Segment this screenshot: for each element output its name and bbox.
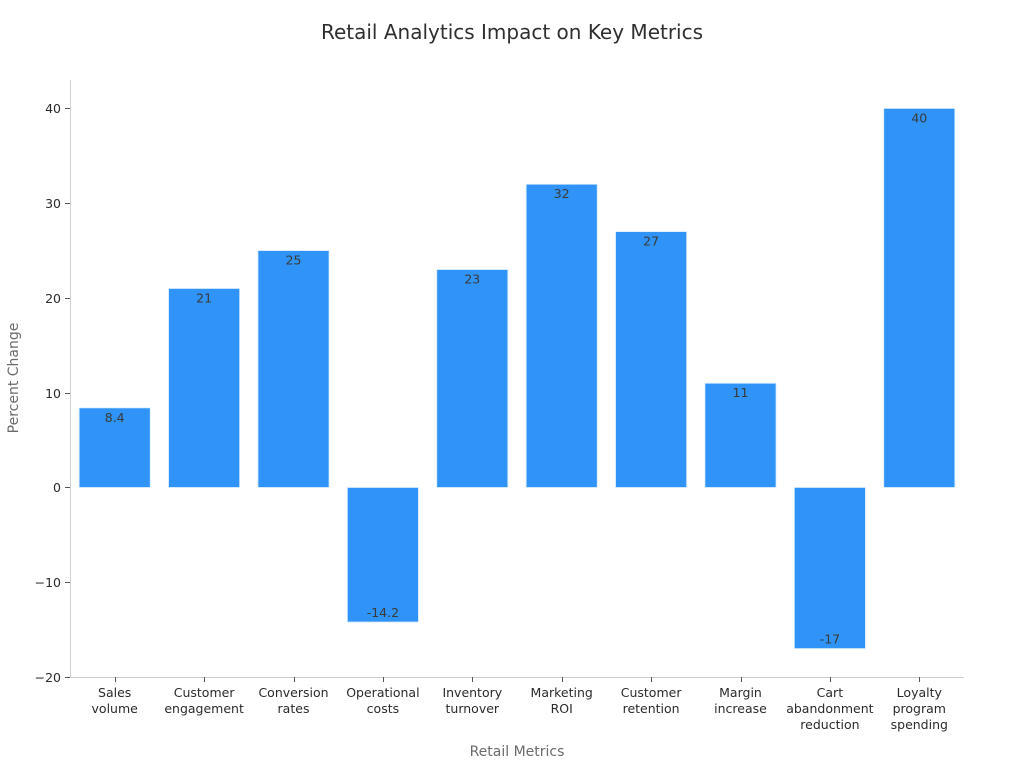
x-tick-label: Customer	[621, 685, 683, 700]
y-tick-label: −20	[35, 670, 61, 685]
x-tick-label: reduction	[800, 717, 859, 732]
data-label: 8.4	[105, 410, 125, 425]
x-tick-label: Customer	[174, 685, 236, 700]
data-label: 32	[554, 186, 570, 201]
y-tick-label: 20	[45, 291, 61, 306]
x-tick-label: engagement	[164, 701, 244, 716]
x-axis-ticks: SalesvolumeCustomerengagementConversionr…	[92, 677, 948, 732]
data-label: 23	[464, 272, 480, 287]
bar[interactable]	[615, 231, 688, 488]
x-tick-label: rates	[278, 701, 310, 716]
x-tick-label: program	[893, 701, 946, 716]
x-tick-label: abandonment	[786, 701, 873, 716]
bar[interactable]	[346, 487, 419, 623]
data-labels: 8.4 21 25 -14.2 23 32 27 11 -17 40	[105, 110, 928, 646]
x-tick-label: increase	[714, 701, 767, 716]
x-tick-label: spending	[891, 717, 948, 732]
x-tick-label: Margin	[719, 685, 762, 700]
data-label: -17	[820, 632, 840, 647]
bar[interactable]	[883, 108, 956, 488]
x-tick-label: Marketing	[531, 685, 593, 700]
bar[interactable]	[525, 183, 598, 488]
bar-series	[78, 108, 956, 649]
x-tick-label: Loyalty	[897, 685, 943, 700]
data-label: 11	[733, 385, 749, 400]
y-tick-label: 10	[45, 386, 61, 401]
x-tick-label: Conversion	[258, 685, 328, 700]
x-axis-title: Retail Metrics	[470, 744, 565, 760]
x-tick-label: volume	[92, 701, 139, 716]
bar[interactable]	[704, 382, 777, 488]
y-tick-label: −10	[35, 575, 61, 590]
x-tick-label: retention	[623, 701, 680, 716]
chart-title: Retail Analytics Impact on Key Metrics	[321, 20, 703, 44]
data-label: 40	[911, 110, 927, 125]
bar[interactable]	[793, 487, 866, 649]
bar[interactable]	[168, 288, 241, 488]
x-tick-label: ROI	[551, 701, 573, 716]
data-label: -14.2	[367, 605, 399, 620]
bar[interactable]	[257, 250, 330, 488]
y-axis-title: Percent Change	[6, 323, 22, 434]
y-tick-label: 40	[45, 101, 61, 116]
y-tick-label: 30	[45, 196, 61, 211]
bar[interactable]	[78, 407, 151, 488]
data-label: 25	[286, 253, 302, 268]
x-tick-label: Operational	[346, 685, 419, 700]
x-tick-label: Cart	[817, 685, 844, 700]
x-tick-label: turnover	[446, 701, 500, 716]
data-label: 27	[643, 234, 659, 249]
bar[interactable]	[436, 269, 509, 488]
x-tick-label: Sales	[98, 685, 131, 700]
data-label: 21	[196, 290, 212, 305]
x-tick-label: Inventory	[442, 685, 502, 700]
x-tick-label: costs	[367, 701, 399, 716]
y-axis-ticks: −20 −10 0 10 20 30 40	[35, 101, 70, 685]
y-tick-label: 0	[53, 480, 61, 495]
